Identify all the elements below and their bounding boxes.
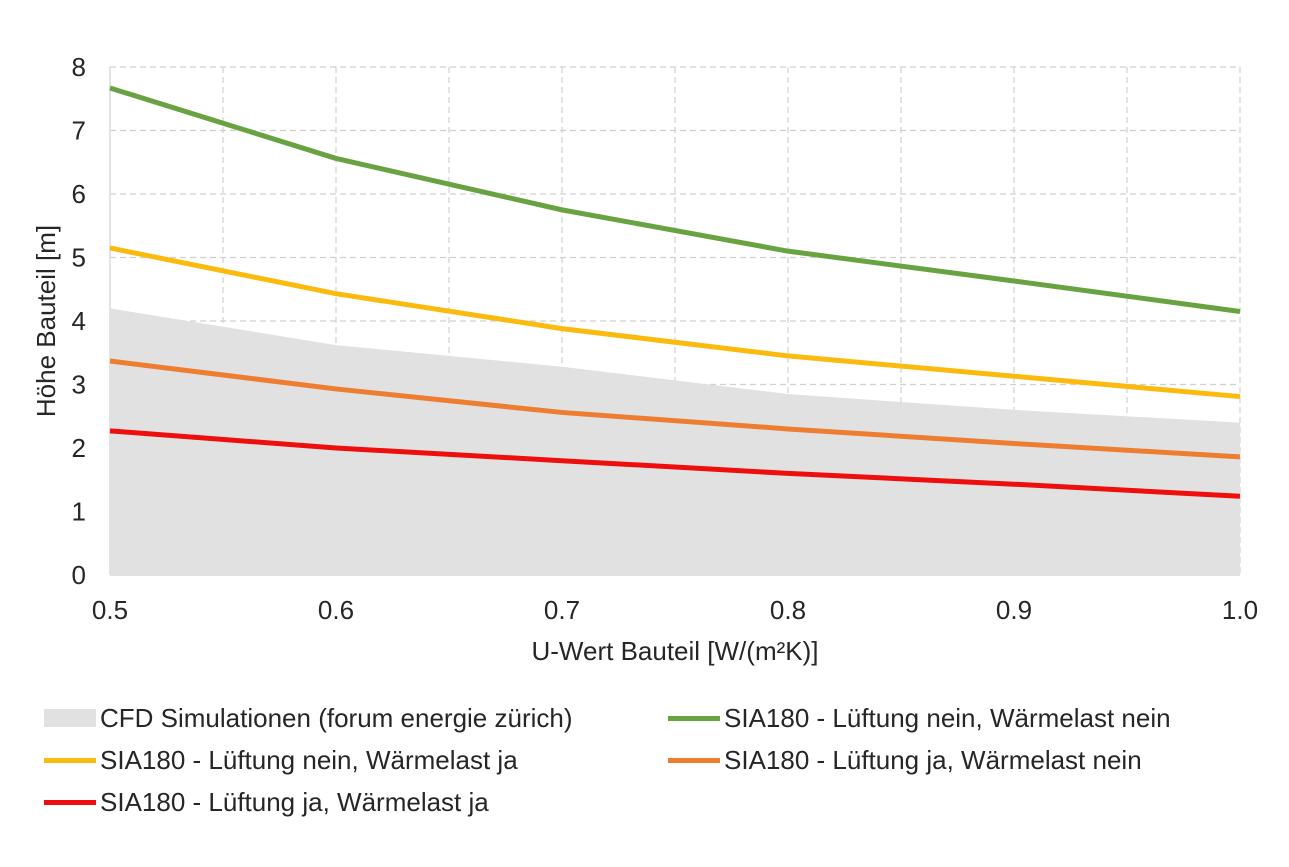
legend-item-cfd: CFD Simulationen (forum energie zürich) [44, 698, 573, 738]
legend-swatch-cfd [44, 709, 96, 727]
y-tick-label: 3 [72, 370, 86, 400]
series-line-3 [109, 358, 1241, 460]
x-tick-label: 1.0 [1222, 595, 1258, 625]
y-tick-labels: 0 1 2 3 4 5 6 7 8 [72, 52, 86, 590]
series-line-2 [109, 245, 1241, 400]
legend-swatch-series-1 [668, 715, 720, 721]
y-tick-label: 4 [72, 306, 86, 336]
y-tick-label: 2 [72, 433, 86, 463]
legend-label-series-4: SIA180 - Lüftung ja, Wärmelast ja [100, 786, 489, 817]
legend-label-series-3: SIA180 - Lüftung ja, Wärmelast nein [724, 744, 1142, 775]
legend-label-cfd: CFD Simulationen (forum energie zürich) [100, 702, 573, 733]
legend-swatch-series-3 [668, 757, 720, 763]
cfd-area [110, 308, 1240, 575]
legend-item-series-4: SIA180 - Lüftung ja, Wärmelast ja [44, 782, 489, 822]
y-tick-label: 5 [72, 243, 86, 273]
x-tick-label: 0.5 [92, 595, 128, 625]
x-tick-label: 0.9 [996, 595, 1032, 625]
x-tick-labels: 0.5 0.6 0.7 0.8 0.9 1.0 [92, 595, 1258, 625]
x-tick-label: 0.7 [544, 595, 580, 625]
legend: CFD Simulationen (forum energie zürich) … [0, 690, 1289, 840]
legend-swatch-series-2 [44, 757, 96, 763]
y-tick-label: 0 [72, 560, 86, 590]
legend-item-series-1: SIA180 - Lüftung nein, Wärmelast nein [668, 698, 1171, 738]
series-lines-layer [109, 85, 1241, 499]
legend-item-series-2: SIA180 - Lüftung nein, Wärmelast ja [44, 740, 518, 780]
x-axis-title: U-Wert Bauteil [W/(m²K)] [532, 636, 819, 666]
cfd-area-layer [110, 308, 1240, 575]
series-line-1 [109, 85, 1241, 314]
y-tick-label: 7 [72, 116, 86, 146]
y-tick-label: 1 [72, 497, 86, 527]
legend-item-series-3: SIA180 - Lüftung ja, Wärmelast nein [668, 740, 1142, 780]
y-axis-title: Höhe Bauteil [m] [31, 225, 61, 417]
x-tick-label: 0.8 [770, 595, 806, 625]
x-tick-label: 0.6 [318, 595, 354, 625]
y-tick-label: 8 [72, 52, 86, 82]
chart: 0.5 0.6 0.7 0.8 0.9 1.0 0 1 2 3 4 5 6 7 8 U-Wert Baut… [31, 52, 1258, 666]
legend-label-series-1: SIA180 - Lüftung nein, Wärmelast nein [724, 702, 1171, 733]
series-line-4 [109, 428, 1241, 499]
legend-label-series-2: SIA180 - Lüftung nein, Wärmelast ja [100, 744, 518, 775]
y-tick-label: 6 [72, 179, 86, 209]
legend-swatch-series-4 [44, 799, 96, 805]
